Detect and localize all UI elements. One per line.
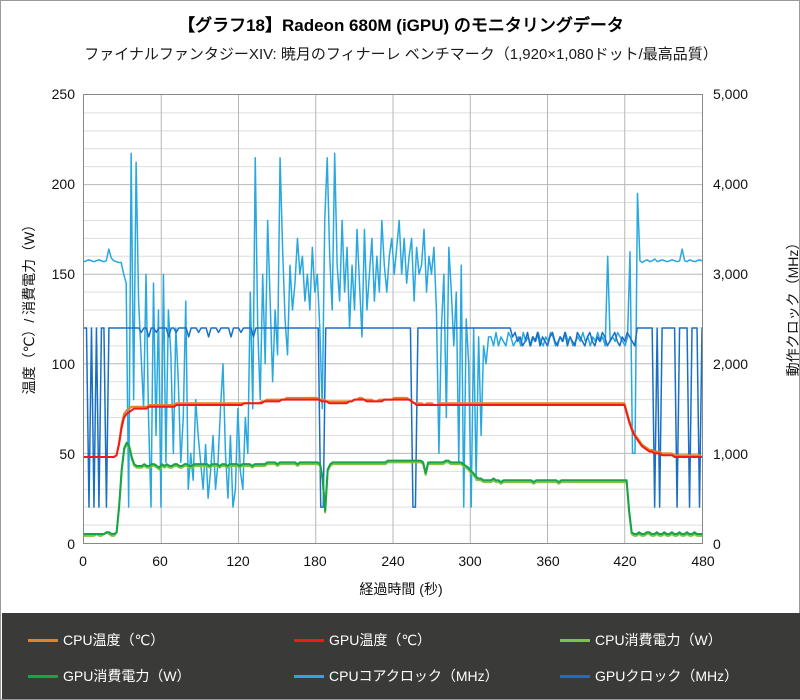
- y-left-tick-250: 250: [51, 86, 75, 102]
- y-right-tick-2000: 2,000: [713, 356, 749, 372]
- x-tick-60: 60: [152, 553, 168, 569]
- legend-swatch-icon: [294, 674, 324, 678]
- plot-svg: [84, 95, 702, 543]
- legend-label: GPU温度（℃）: [329, 632, 432, 648]
- y-left-axis-title: 温度（℃）/ 消費電力（W）: [21, 217, 37, 395]
- x-tick-120: 120: [226, 553, 250, 569]
- chart-title: 【グラフ18】Radeon 680M (iGPU) のモニタリングデータ: [178, 16, 624, 35]
- x-tick-360: 360: [536, 553, 560, 569]
- plot-area: [83, 94, 703, 544]
- legend-row-2: GPU消費電力（W） CPUコアクロック（MHz） GPUクロック（MHz）: [2, 663, 800, 689]
- y-right-tick-1000: 1,000: [713, 446, 749, 462]
- x-tick-420: 420: [613, 553, 637, 569]
- y-right-tick-5000: 5,000: [713, 86, 749, 102]
- x-axis-title: 経過時間 (秒): [359, 581, 443, 597]
- legend-label: CPU温度（℃）: [63, 632, 165, 648]
- x-tick-480: 480: [691, 553, 715, 569]
- y-right-tick-0: 0: [713, 536, 721, 552]
- legend-item-cpu-power[interactable]: CPU消費電力（W）: [534, 627, 800, 653]
- x-tick-240: 240: [381, 553, 405, 569]
- legend-label: CPUコアクロック（MHz）: [329, 668, 499, 684]
- y-right-axis-title: 動作クロック（MHz）: [785, 235, 800, 377]
- legend-swatch-icon: [28, 674, 58, 678]
- legend-label: GPUクロック（MHz）: [595, 668, 739, 684]
- legend-item-gpu-temp[interactable]: GPU温度（℃）: [268, 627, 534, 653]
- legend-swatch-icon: [560, 674, 590, 678]
- x-tick-300: 300: [458, 553, 482, 569]
- y-left-tick-50: 50: [59, 446, 75, 462]
- legend-label: GPU消費電力（W）: [63, 668, 191, 684]
- legend-item-cpu-clock[interactable]: CPUコアクロック（MHz）: [268, 663, 534, 689]
- y-left-tick-0: 0: [67, 536, 75, 552]
- legend-swatch-icon: [560, 638, 590, 642]
- chart-subtitle: ファイナルファンタジーXIV: 暁月のフィナーレ ベンチマーク（1,920×1,…: [84, 46, 718, 63]
- y-left-tick-100: 100: [51, 356, 75, 372]
- y-left-tick-150: 150: [51, 266, 75, 282]
- y-right-tick-3000: 3,000: [713, 266, 749, 282]
- chart-legend: CPU温度（℃） GPU温度（℃） CPU消費電力（W） GPU消費電力（W） …: [2, 613, 800, 699]
- legend-row-1: CPU温度（℃） GPU温度（℃） CPU消費電力（W）: [2, 627, 800, 653]
- x-tick-0: 0: [79, 553, 87, 569]
- legend-swatch-icon: [294, 638, 324, 642]
- legend-item-cpu-temp[interactable]: CPU温度（℃）: [2, 627, 268, 653]
- legend-label: CPU消費電力（W）: [595, 632, 722, 648]
- legend-item-gpu-power[interactable]: GPU消費電力（W）: [2, 663, 268, 689]
- y-left-tick-200: 200: [51, 176, 75, 192]
- legend-swatch-icon: [28, 638, 58, 642]
- y-right-tick-4000: 4,000: [713, 176, 749, 192]
- x-tick-180: 180: [303, 553, 327, 569]
- legend-item-gpu-clock[interactable]: GPUクロック（MHz）: [534, 663, 800, 689]
